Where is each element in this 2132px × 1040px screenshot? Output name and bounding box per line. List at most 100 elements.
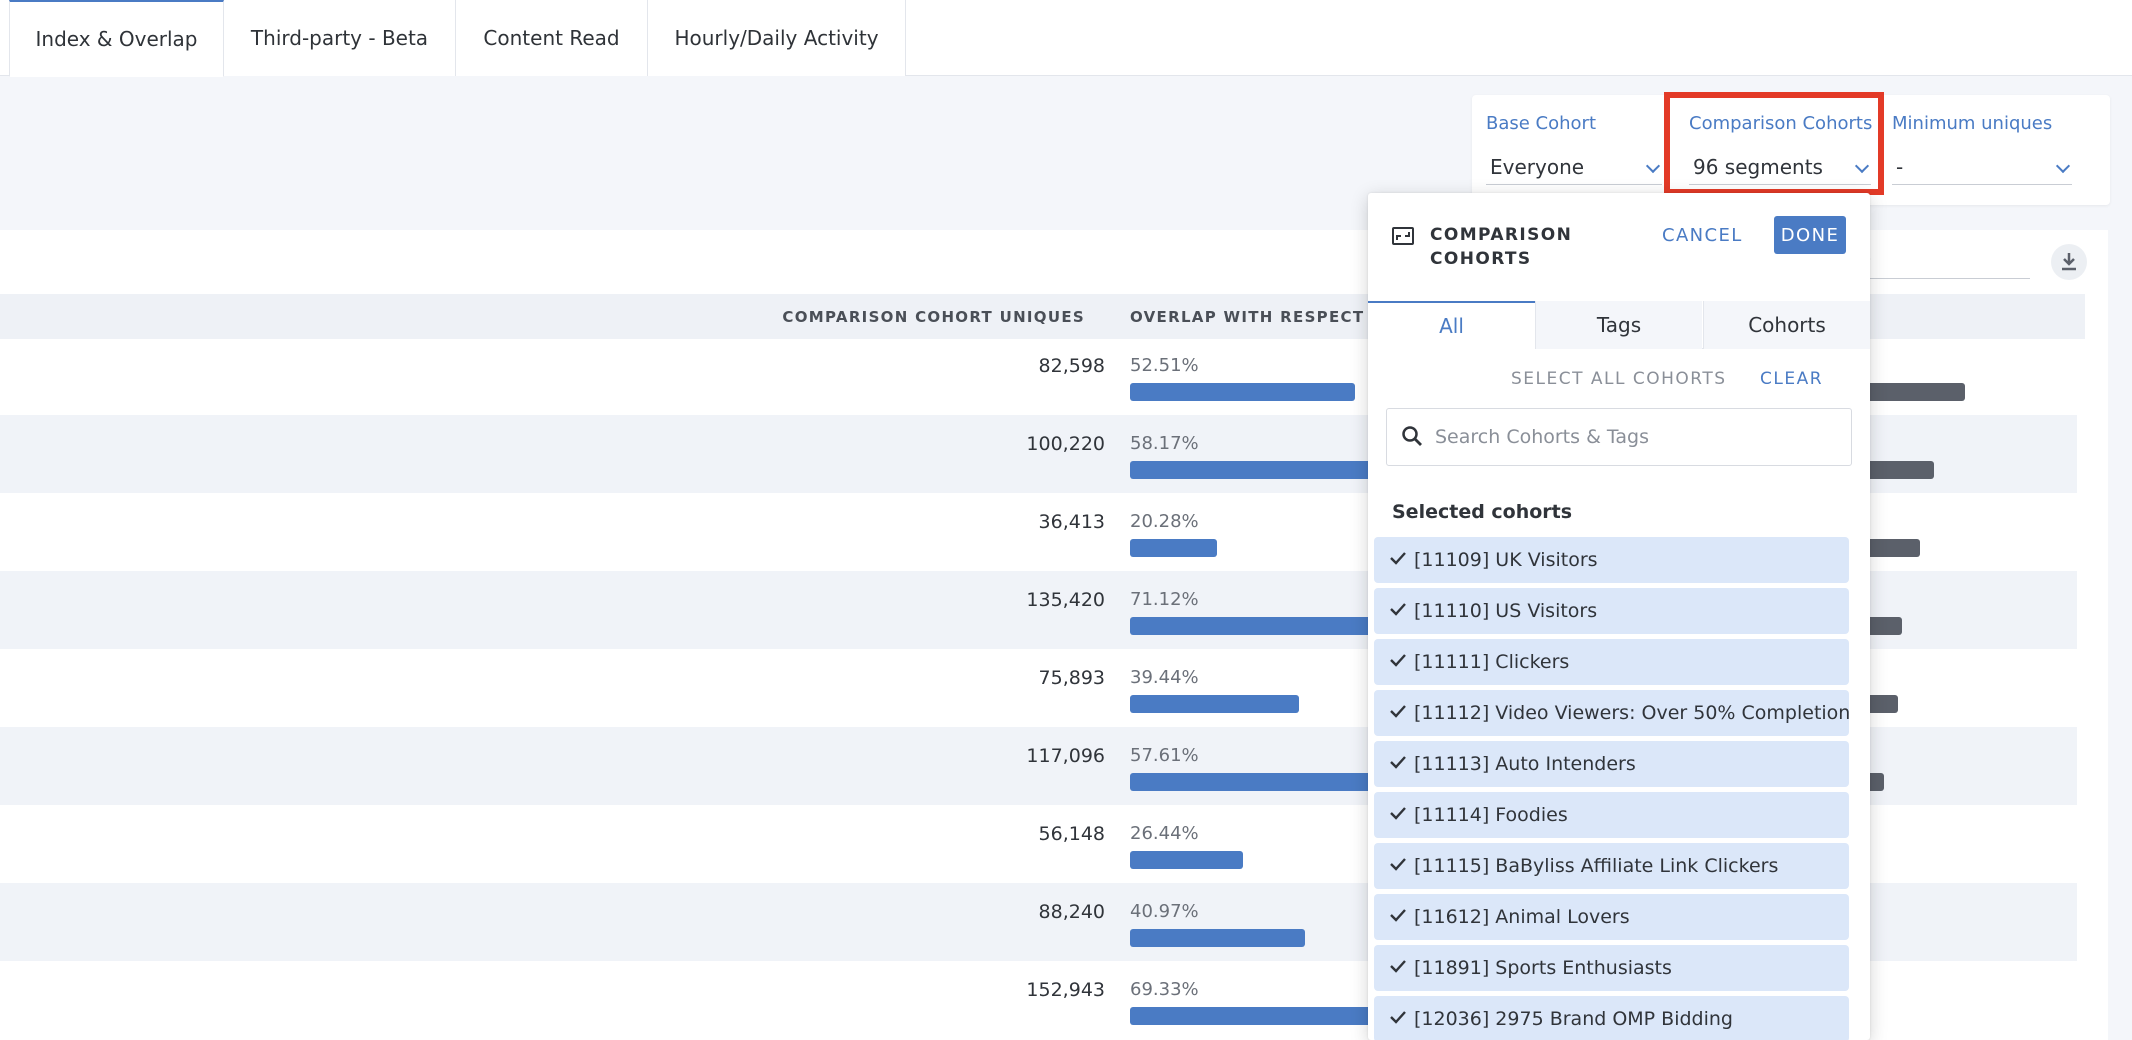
check-icon [1390, 552, 1406, 565]
row-overlap-bar [1130, 539, 1217, 557]
cohort-item-label: [11110] US Visitors [1414, 600, 1598, 622]
row-overlap-percent: 52.51% [1130, 355, 1199, 376]
dropdown-tab-all[interactable]: All [1368, 301, 1535, 349]
row-index-bar [1860, 539, 1920, 557]
row-overlap-bar [1130, 773, 1377, 791]
row-overlap-bar [1130, 461, 1379, 479]
row-overlap-bar [1130, 695, 1299, 713]
row-overlap-bar [1130, 929, 1305, 947]
row-uniques: 36,413 [1038, 511, 1105, 533]
row-overlap-percent: 58.17% [1130, 433, 1199, 454]
base-cohort-label: Base Cohort [1486, 113, 1597, 134]
check-icon [1390, 807, 1406, 820]
selected-cohort-item[interactable]: [11113] Auto Intenders [1374, 741, 1849, 787]
selected-cohort-item[interactable]: [11109] UK Visitors [1374, 537, 1849, 583]
col-comparison-uniques[interactable]: COMPARISON COHORT UNIQUES [782, 308, 1085, 326]
tab-third-party-beta[interactable]: Third-party - Beta [224, 0, 456, 76]
table-row: 152,943 69.33% [0, 961, 2077, 1039]
tab-label: Third-party - Beta [250, 26, 429, 50]
row-uniques: 82,598 [1038, 355, 1105, 377]
cohort-search-field[interactable] [1386, 408, 1852, 466]
table-row: 56,148 26.44% [0, 805, 2077, 883]
cohort-item-label: [11113] Auto Intenders [1414, 753, 1636, 775]
comparison-cohorts-highlight [1664, 92, 1884, 195]
download-icon [2062, 253, 2076, 271]
dropdown-tab-tags[interactable]: Tags [1535, 301, 1702, 349]
chevron-down-icon [2055, 158, 2071, 174]
row-overlap-percent: 26.44% [1130, 823, 1199, 844]
row-uniques: 88,240 [1038, 901, 1105, 923]
select-all-cohorts-button[interactable]: SELECT ALL COHORTS [1511, 369, 1727, 389]
selected-cohort-item[interactable]: [11112] Video Viewers: Over 50% Completi… [1374, 690, 1850, 736]
table-row: 82,598 52.51% [0, 337, 2077, 415]
row-uniques: 75,893 [1038, 667, 1105, 689]
row-overlap-percent: 57.61% [1130, 745, 1199, 766]
selected-cohort-item[interactable]: [12036] 2975 Brand OMP Bidding [1374, 996, 1849, 1040]
comparison-cohorts-dropdown: COMPARISON COHORTS CANCEL DONE All Tags … [1368, 193, 1870, 1040]
dropdown-tab-cohorts[interactable]: Cohorts [1703, 301, 1870, 349]
selected-cohort-item[interactable]: [11111] Clickers [1374, 639, 1849, 685]
check-icon [1390, 858, 1406, 871]
selected-cohort-item[interactable]: [11891] Sports Enthusiasts [1374, 945, 1849, 991]
tab-bar: Index & Overlap Third-party - Beta Conte… [0, 0, 2132, 77]
download-button[interactable] [2051, 244, 2087, 280]
comparison-cohorts-value: 96 segments [1693, 155, 1823, 179]
done-button[interactable]: DONE [1774, 216, 1846, 254]
selected-cohort-item[interactable]: [11110] US Visitors [1374, 588, 1849, 634]
selected-cohorts-heading: Selected cohorts [1392, 501, 1573, 523]
tab-hourly-daily-activity[interactable]: Hourly/Daily Activity [648, 0, 906, 76]
row-uniques: 56,148 [1038, 823, 1105, 845]
row-overlap-percent: 39.44% [1130, 667, 1199, 688]
search-icon [1402, 426, 1422, 446]
minimum-uniques-select[interactable]: - [1892, 155, 2072, 185]
row-uniques: 135,420 [1026, 589, 1105, 611]
cohort-item-label: [11115] BaByliss Affiliate Link Clickers [1414, 855, 1779, 877]
cancel-button[interactable]: CANCEL [1662, 225, 1743, 246]
selected-cohort-item[interactable]: [11612] Animal Lovers [1374, 894, 1849, 940]
row-uniques: 152,943 [1026, 979, 1105, 1001]
base-cohort-value: Everyone [1490, 155, 1585, 179]
dropdown-tabs: All Tags Cohorts [1368, 301, 1870, 349]
chevron-down-icon [1645, 158, 1661, 174]
cohort-item-label: [11109] UK Visitors [1414, 549, 1598, 571]
check-icon [1390, 1011, 1406, 1024]
table-search-underline[interactable]: e [1860, 248, 2030, 279]
clear-button[interactable]: CLEAR [1760, 369, 1824, 389]
row-overlap-percent: 40.97% [1130, 901, 1199, 922]
comparison-cohorts-select[interactable]: 96 segments [1689, 155, 1871, 185]
row-uniques: 117,096 [1026, 745, 1105, 767]
tab-index-overlap[interactable]: Index & Overlap [9, 0, 224, 77]
comparison-cohorts-label: Comparison Cohorts [1689, 113, 1873, 134]
check-icon [1390, 960, 1406, 973]
tab-content-read[interactable]: Content Read [456, 0, 648, 76]
filter-card: Base Cohort Everyone Comparison Cohorts … [1472, 95, 2110, 205]
cohort-item-label: [11612] Animal Lovers [1414, 906, 1630, 928]
row-index-bar [1860, 461, 1934, 479]
dropdown-title: COMPARISON COHORTS [1430, 225, 1573, 269]
row-overlap-bar [1130, 383, 1355, 401]
check-icon [1390, 654, 1406, 667]
minimum-uniques-label: Minimum uniques [1892, 113, 2053, 134]
row-overlap-percent: 69.33% [1130, 979, 1199, 1000]
check-icon [1390, 909, 1406, 922]
check-icon [1390, 756, 1406, 769]
row-index-bar [1860, 383, 1965, 401]
minimum-uniques-value: - [1896, 155, 1904, 179]
row-overlap-bar [1130, 851, 1243, 869]
col-overlap[interactable]: OVERLAP WITH RESPECT TO C [1130, 308, 1416, 326]
table-row: 36,413 20.28% [0, 493, 2077, 571]
cohort-item-label: [11114] Foodies [1414, 804, 1568, 826]
selected-cohort-item[interactable]: [11114] Foodies [1374, 792, 1849, 838]
row-overlap-percent: 20.28% [1130, 511, 1199, 532]
row-overlap-bar [1130, 1007, 1427, 1025]
tab-label: Content Read [483, 26, 620, 50]
image-icon [1392, 227, 1414, 245]
base-cohort-select[interactable]: Everyone [1486, 155, 1662, 185]
row-index-bar [1860, 617, 1902, 635]
check-icon [1390, 705, 1406, 718]
row-overlap-bar [1130, 617, 1434, 635]
check-icon [1390, 603, 1406, 616]
selected-cohort-item[interactable]: [11115] BaByliss Affiliate Link Clickers [1374, 843, 1849, 889]
cohort-search-input[interactable] [1435, 421, 1835, 453]
cohort-item-label: [11111] Clickers [1414, 651, 1570, 673]
